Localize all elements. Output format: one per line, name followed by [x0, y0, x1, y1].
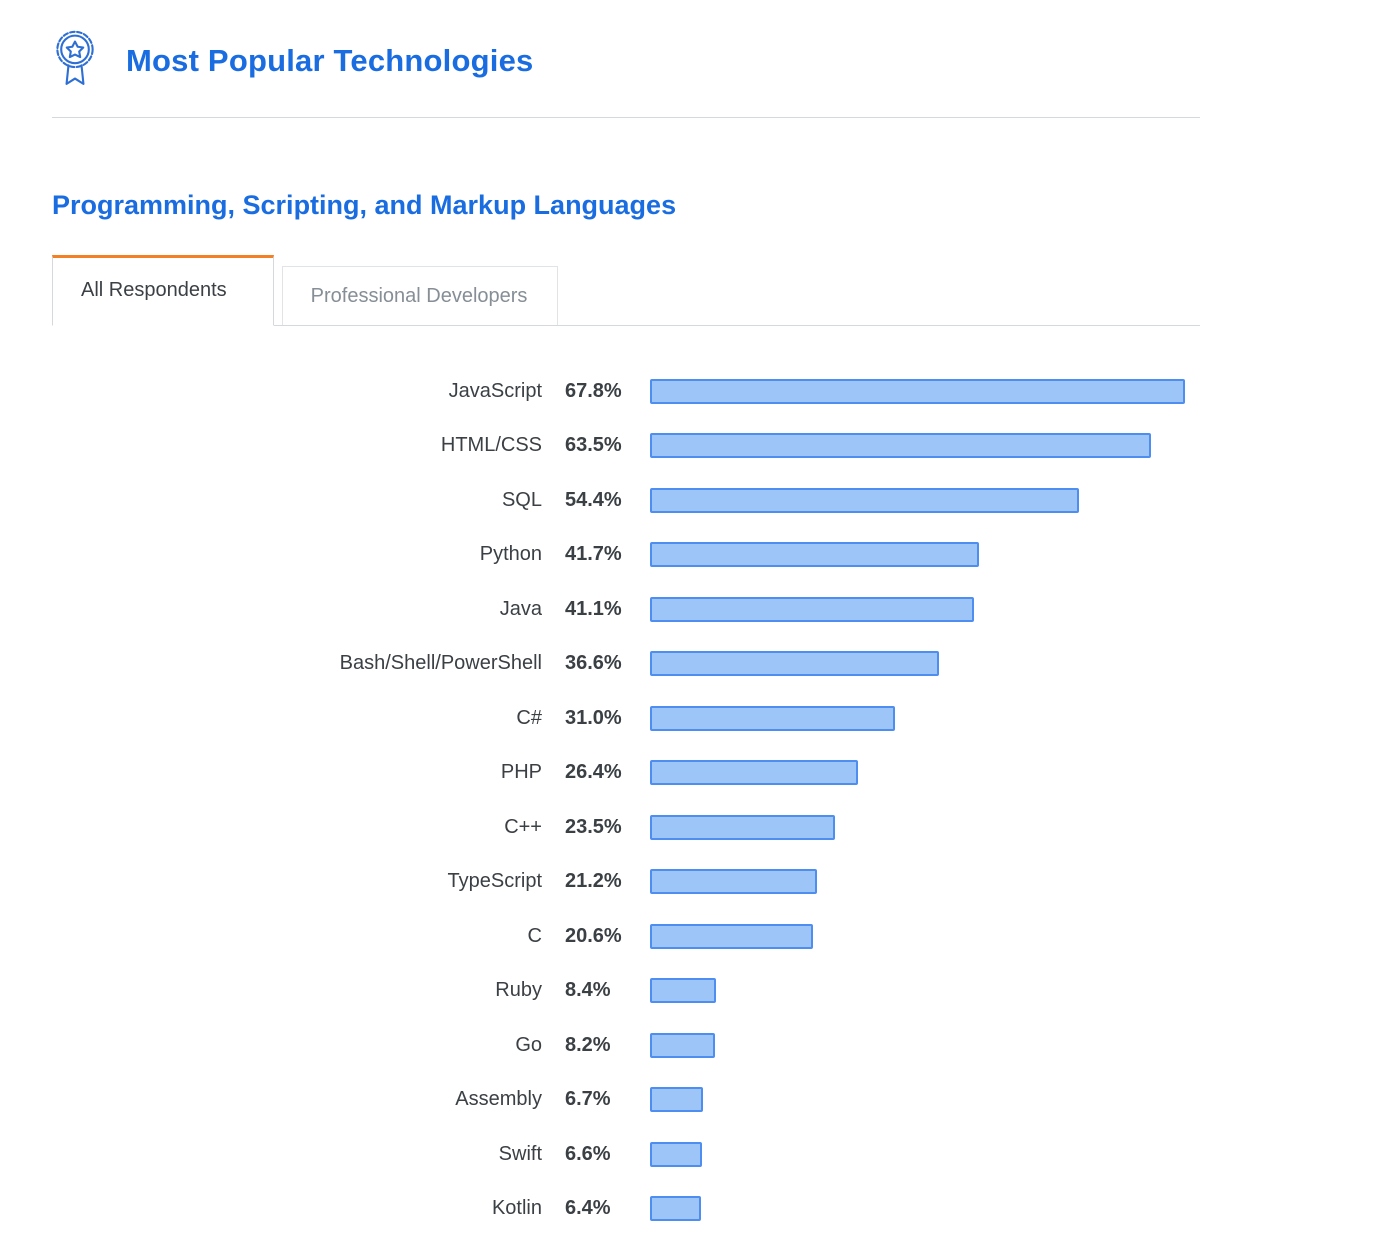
bar — [650, 1033, 715, 1058]
bar-track — [650, 1142, 1200, 1167]
bar — [650, 433, 1151, 458]
bar-value: 41.1% — [542, 598, 650, 621]
bar — [650, 815, 835, 840]
bar — [650, 542, 979, 567]
bar-track — [650, 433, 1200, 458]
bar-row: Assembly 6.7% — [52, 1073, 1200, 1128]
bar — [650, 760, 858, 785]
page-header: Most Popular Technologies — [52, 26, 1200, 118]
bar-row: Swift 6.6% — [52, 1127, 1200, 1182]
bar-label: HTML/CSS — [52, 434, 542, 457]
bar-value: 63.5% — [542, 434, 650, 457]
bar-track — [650, 706, 1200, 731]
bar — [650, 488, 1079, 513]
bar-track — [650, 1196, 1200, 1221]
bar-row: HTML/CSS 63.5% — [52, 419, 1200, 474]
bar-track — [650, 869, 1200, 894]
bar-value: 31.0% — [542, 707, 650, 730]
bar — [650, 706, 895, 731]
bar-track — [650, 978, 1200, 1003]
bar-row: Go 8.2% — [52, 1018, 1200, 1073]
bar — [650, 978, 716, 1003]
bar-label: Go — [52, 1034, 542, 1057]
bar-label: Swift — [52, 1143, 542, 1166]
award-badge-icon — [52, 28, 98, 95]
bar-value: 21.2% — [542, 870, 650, 893]
bar — [650, 1196, 701, 1221]
bar-row: TypeScript 21.2% — [52, 855, 1200, 910]
bar-value: 54.4% — [542, 489, 650, 512]
bar-chart: JavaScript 67.8% HTML/CSS 63.5% SQL 54.4… — [52, 364, 1200, 1236]
bar-row: PHP 26.4% — [52, 746, 1200, 801]
bar-label: C — [52, 925, 542, 948]
bar-track — [650, 379, 1200, 404]
tab-bar: All Respondents Professional Developers — [52, 255, 1200, 326]
bar — [650, 1087, 703, 1112]
bar-label: Python — [52, 543, 542, 566]
bar-track — [650, 542, 1200, 567]
tab-all-respondents[interactable]: All Respondents — [52, 255, 274, 326]
bar — [650, 924, 813, 949]
bar-value: 26.4% — [542, 761, 650, 784]
bar-row: JavaScript 67.8% — [52, 364, 1200, 419]
bar-track — [650, 1087, 1200, 1112]
bar-track — [650, 651, 1200, 676]
bar — [650, 869, 817, 894]
bar-row: C# 31.0% — [52, 691, 1200, 746]
section-title: Programming, Scripting, and Markup Langu… — [52, 190, 1200, 221]
bar-label: Ruby — [52, 979, 542, 1002]
bar-label: SQL — [52, 489, 542, 512]
page: Most Popular Technologies Programming, S… — [52, 0, 1200, 1236]
bar-track — [650, 597, 1200, 622]
bar-row: C++ 23.5% — [52, 800, 1200, 855]
bar-track — [650, 488, 1200, 513]
bar-value: 20.6% — [542, 925, 650, 948]
bar-track — [650, 760, 1200, 785]
bar-row: Bash/Shell/PowerShell 36.6% — [52, 637, 1200, 692]
bar-label: JavaScript — [52, 380, 542, 403]
bar-value: 36.6% — [542, 652, 650, 675]
bar-row: Kotlin 6.4% — [52, 1182, 1200, 1236]
bar-value: 6.6% — [542, 1143, 650, 1166]
bar-track — [650, 924, 1200, 949]
bar-value: 41.7% — [542, 543, 650, 566]
bar-track — [650, 1033, 1200, 1058]
bar-label: TypeScript — [52, 870, 542, 893]
tab-professional-developers[interactable]: Professional Developers — [282, 266, 559, 325]
bar-value: 67.8% — [542, 380, 650, 403]
bar-label: PHP — [52, 761, 542, 784]
bar-value: 6.7% — [542, 1088, 650, 1111]
bar-label: Assembly — [52, 1088, 542, 1111]
bar-label: C# — [52, 707, 542, 730]
bar-track — [650, 815, 1200, 840]
bar-row: Ruby 8.4% — [52, 964, 1200, 1019]
bar — [650, 597, 974, 622]
bar-label: Java — [52, 598, 542, 621]
bar-value: 8.4% — [542, 979, 650, 1002]
bar — [650, 1142, 702, 1167]
bar-value: 6.4% — [542, 1197, 650, 1220]
bar-label: Bash/Shell/PowerShell — [52, 652, 542, 675]
bar-label: C++ — [52, 816, 542, 839]
bar-row: SQL 54.4% — [52, 473, 1200, 528]
bar — [650, 651, 939, 676]
bar-row: C 20.6% — [52, 909, 1200, 964]
page-title: Most Popular Technologies — [126, 43, 533, 79]
bar-row: Java 41.1% — [52, 582, 1200, 637]
bar-value: 23.5% — [542, 816, 650, 839]
bar — [650, 379, 1185, 404]
bar-row: Python 41.7% — [52, 528, 1200, 583]
bar-label: Kotlin — [52, 1197, 542, 1220]
bar-value: 8.2% — [542, 1034, 650, 1057]
